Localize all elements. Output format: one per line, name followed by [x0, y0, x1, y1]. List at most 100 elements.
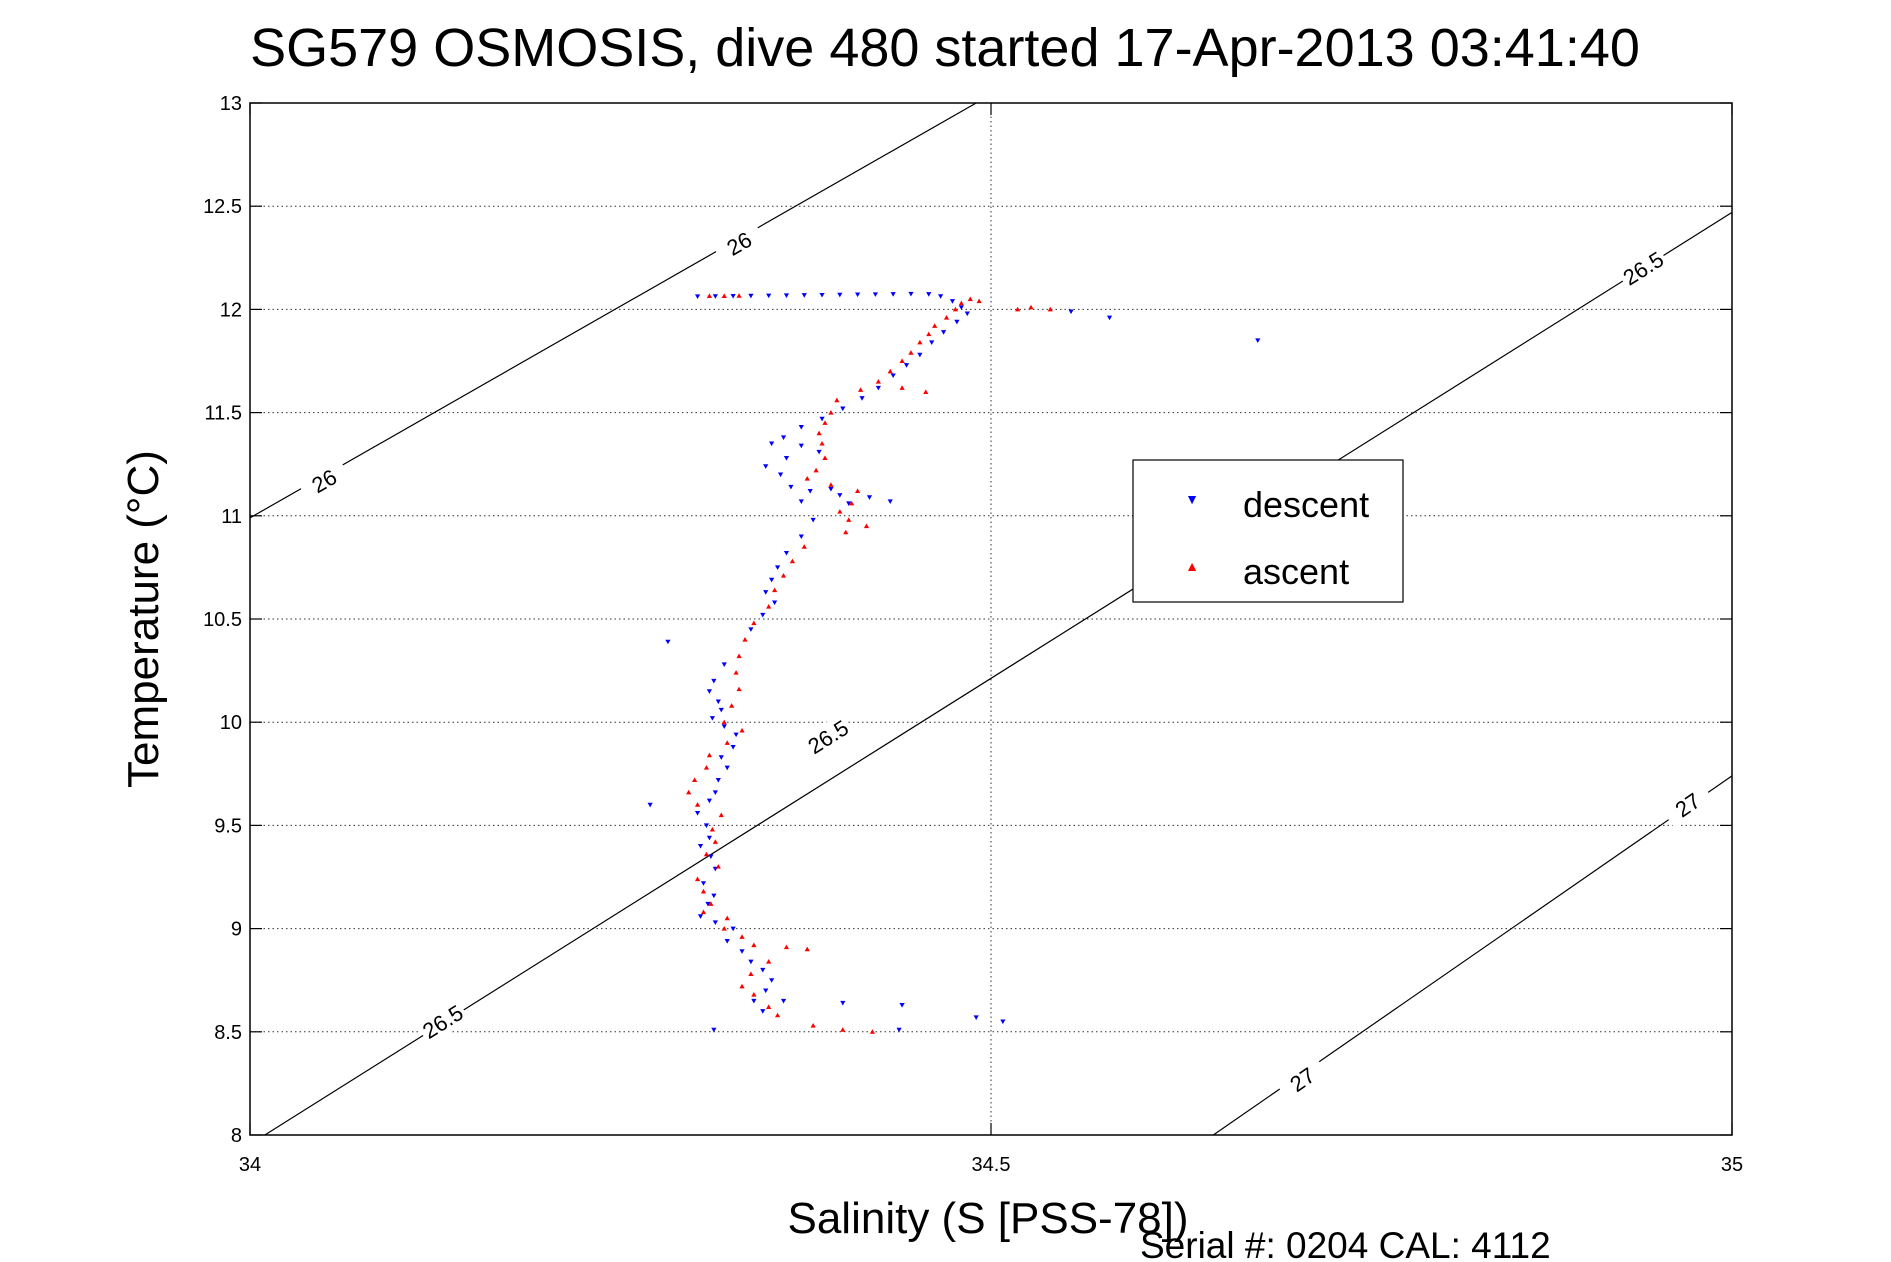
ascent-point — [828, 410, 834, 415]
y-tick-label: 8.5 — [214, 1022, 242, 1044]
ascent-point — [1028, 304, 1034, 310]
descent-point — [890, 373, 896, 379]
descent-point — [763, 590, 769, 595]
ascent-point — [721, 719, 727, 725]
descent-point — [828, 486, 834, 492]
isopycnal-label-bg — [1615, 244, 1671, 292]
y-tick-label: 12 — [220, 299, 242, 321]
descent-point — [711, 678, 717, 684]
descent-point — [703, 823, 710, 828]
descent-point — [706, 689, 713, 694]
ascent-point — [822, 455, 828, 461]
descent-point — [908, 291, 914, 297]
descent-point — [724, 765, 730, 771]
descent-point — [760, 612, 766, 618]
descent-point — [647, 802, 653, 808]
ascent-point — [739, 983, 745, 989]
legend-marker-descent: ▼ — [1185, 491, 1199, 507]
ascent-point — [899, 358, 905, 363]
descent-point — [780, 435, 787, 440]
isopycnal-line — [264, 211, 1733, 1136]
descent-point — [694, 294, 701, 299]
isopycnal-label-bg — [415, 997, 470, 1046]
descent-point — [769, 577, 775, 583]
descent-point — [837, 493, 843, 498]
ascent-point — [828, 482, 834, 487]
descent-point — [700, 881, 707, 886]
descent-point — [846, 501, 852, 507]
descent-point — [718, 755, 724, 760]
descent-point — [697, 844, 704, 849]
descent-point — [855, 292, 861, 298]
ascent-point — [780, 573, 787, 578]
y-tick-label: 11.5 — [205, 403, 242, 425]
ascent-point — [700, 888, 707, 894]
descent-point — [837, 292, 843, 298]
ascent-point — [917, 339, 923, 345]
ascent-point — [766, 959, 772, 964]
descent-point — [899, 1002, 905, 1008]
descent-point — [721, 662, 727, 668]
legend: ▼ descent ▲ ascent — [1132, 459, 1404, 603]
ascent-point — [863, 523, 870, 529]
ascent-point — [700, 909, 707, 915]
descent-point — [733, 732, 739, 738]
descent-point — [748, 959, 754, 965]
ascent-point — [837, 509, 843, 514]
descent-point — [890, 292, 896, 297]
descent-point — [751, 998, 757, 1004]
ascent-point — [703, 765, 710, 770]
descent-point — [780, 998, 787, 1004]
ascent-point — [751, 620, 757, 626]
ascent-point — [855, 488, 861, 494]
descent-point — [712, 790, 718, 795]
ascent-point — [686, 789, 692, 795]
footer-serial-cal: Serial #: 0204 CAL: 4112 — [1140, 1225, 1551, 1262]
descent-point — [938, 294, 944, 299]
ascent-point — [715, 864, 721, 869]
descent-point — [730, 926, 736, 932]
descent-point — [788, 484, 794, 490]
descent-point — [798, 499, 804, 504]
ascent-point — [742, 637, 748, 642]
ascent-point — [772, 587, 778, 593]
ascent-point — [908, 350, 914, 355]
y-tick-label: 12.5 — [203, 196, 242, 218]
y-tick-label: 8 — [231, 1125, 242, 1147]
descent-point — [769, 978, 775, 983]
series-ascent — [686, 293, 1053, 1034]
y-tick-label: 10.5 — [203, 609, 242, 631]
ascent-point — [804, 476, 810, 481]
descent-point — [1000, 1019, 1006, 1025]
data-points — [647, 291, 1261, 1034]
descent-point — [769, 441, 775, 447]
descent-point — [875, 385, 881, 391]
ascent-point — [721, 293, 727, 298]
descent-point — [772, 600, 778, 606]
y-tick-label: 9 — [231, 919, 242, 941]
descent-point — [724, 938, 730, 944]
ascent-point — [1047, 306, 1053, 312]
isopycnal-label-bg — [1660, 780, 1715, 830]
descent-point — [1106, 315, 1113, 321]
descent-point — [816, 449, 822, 455]
descent-point — [964, 311, 970, 317]
descent-point — [887, 499, 893, 504]
descent-point — [766, 293, 772, 299]
ascent-point — [943, 315, 950, 320]
descent-point — [706, 798, 713, 804]
ascent-point — [766, 1004, 772, 1010]
ascent-point — [899, 385, 905, 390]
descent-point — [706, 835, 713, 841]
plot-frame — [249, 102, 1733, 1136]
ascent-point — [875, 379, 881, 384]
descent-point — [840, 406, 846, 412]
ascent-point — [706, 293, 713, 298]
descent-point — [896, 1027, 902, 1033]
ascent-point — [736, 686, 742, 692]
descent-point — [859, 396, 865, 401]
descent-point — [715, 777, 721, 783]
ascent-point — [729, 703, 735, 708]
ascent-point — [849, 500, 855, 506]
